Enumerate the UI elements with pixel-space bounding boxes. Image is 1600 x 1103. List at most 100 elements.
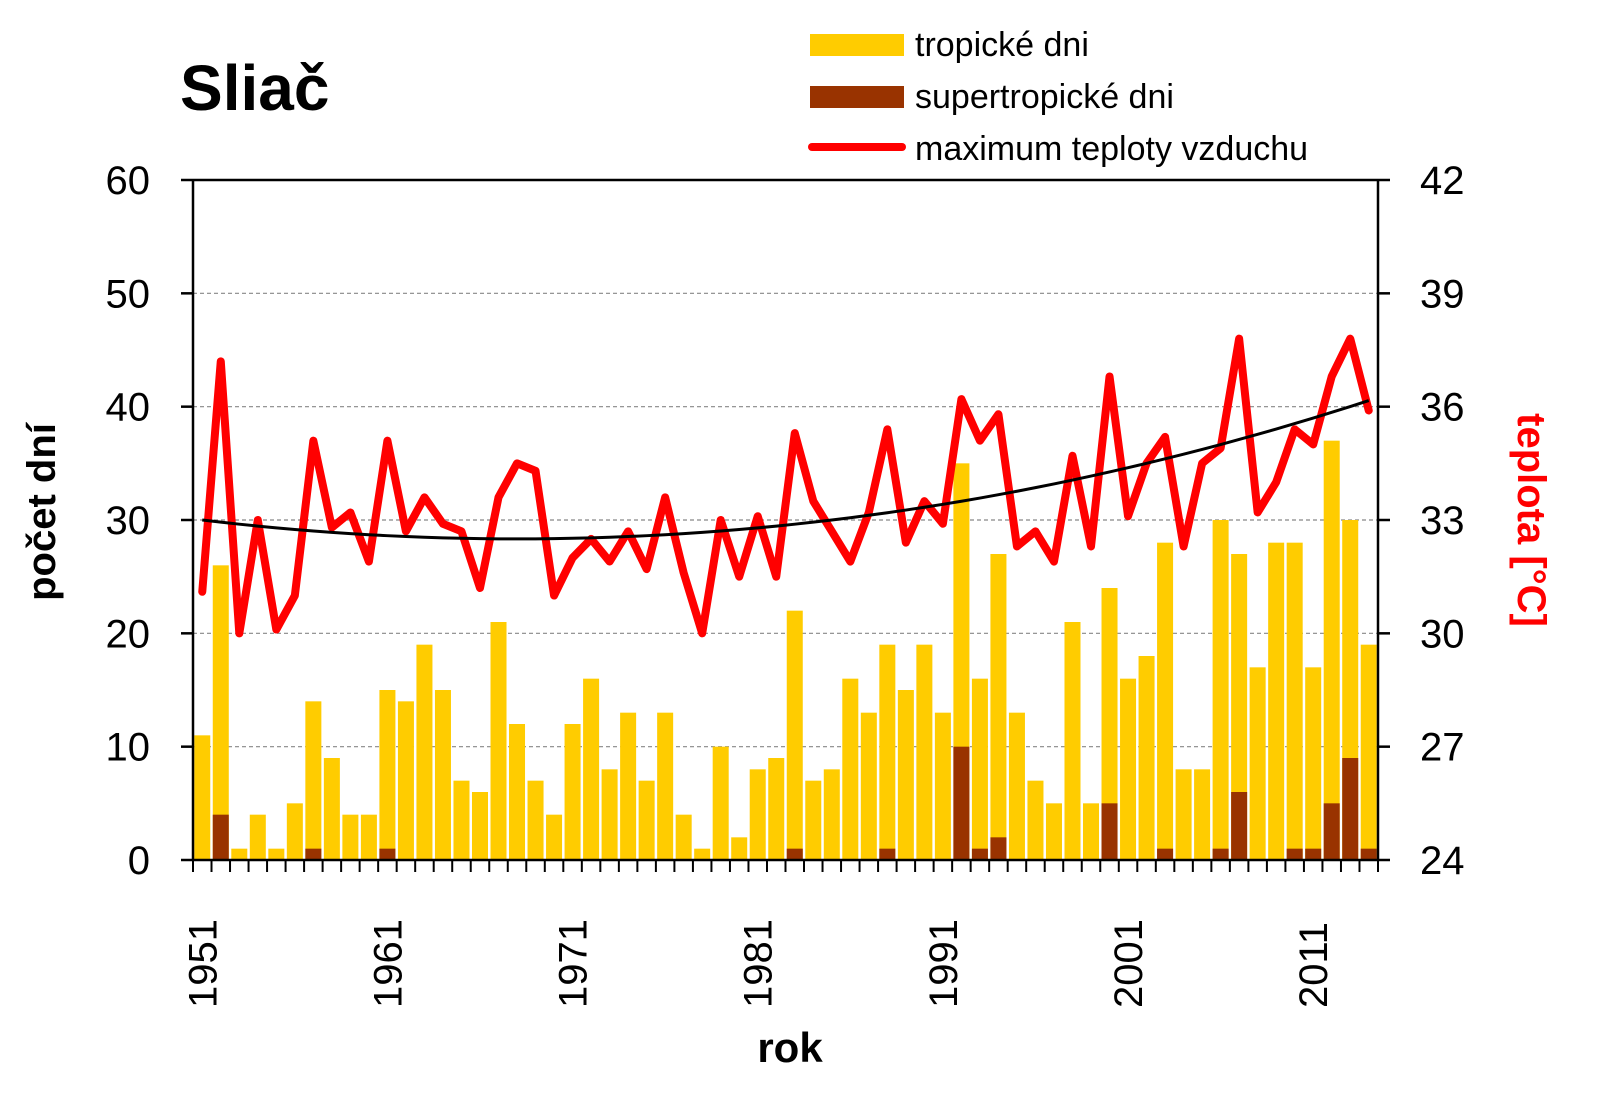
y-tick-label: 30 [106,499,151,543]
y2-tick-labels: 24 27 30 33 36 39 42 [1420,159,1465,883]
bar-tropical-2012 [1323,440,1340,860]
bar-tropical-1962 [397,701,414,860]
bar-tropical-2002 [1138,656,1155,860]
bar-supertropical-1992 [953,746,970,860]
bar-tropical-1953 [231,848,248,860]
bar-tropical-1969 [527,780,544,860]
bar-tropical-2009 [1268,542,1285,860]
bar-tropical-1956 [286,803,303,860]
bar-tropical-1989 [897,690,914,860]
bar-tropical-1980 [731,837,748,860]
bar-tropical-1951 [194,735,211,860]
bar-tropical-2006 [1212,520,1229,860]
y-tick-labels: 0 10 20 30 40 50 60 [106,159,151,883]
x-tick-label: 1951 [181,919,225,1008]
bar-tropical-1991 [934,712,951,860]
bar-supertropical-1993 [971,848,988,860]
bar-supertropical-1961 [379,848,396,860]
legend-swatch-supertropical [810,86,904,108]
y-tick-label: 60 [106,159,151,203]
y2-tick-label: 24 [1420,839,1465,883]
y2-tick-label: 36 [1420,386,1465,430]
bar-tropical-2007 [1231,554,1248,860]
legend-label-tropical: tropické dni [915,26,1089,64]
y-axis-label: počet dní [20,421,64,601]
bar-tropical-1968 [509,724,526,860]
bar-tropical-2008 [1249,667,1266,860]
y2-tick-label: 42 [1420,159,1465,203]
y-tick-label: 20 [106,612,151,656]
bar-tropical-1952 [212,565,229,860]
bar-supertropical-1994 [990,837,1007,860]
y-tick-label: 0 [128,839,150,883]
legend-label-supertropical: supertropické dni [915,78,1174,116]
bar-supertropical-2011 [1305,848,1322,860]
x-tick-label: 1971 [552,919,596,1008]
y-tick-label: 40 [106,386,151,430]
axes [181,178,1390,872]
bar-tropical-1959 [342,814,359,860]
bar-tropical-1957 [305,701,322,860]
bar-tropical-1996 [1027,780,1044,860]
bar-tropical-2001 [1120,678,1137,860]
bar-tropical-2005 [1194,769,1211,860]
bar-tropical-2003 [1157,542,1174,860]
bar-tropical-1974 [620,712,637,860]
bar-tropical-1975 [638,780,655,860]
bar-supertropical-2000 [1101,803,1118,860]
bars [194,440,1377,860]
bar-tropical-1981 [749,769,766,860]
legend: tropické dni supertropické dni maximum t… [808,26,1308,168]
bar-tropical-1999 [1083,803,1100,860]
bar-tropical-1994 [990,554,1007,860]
x-tick-label: 1961 [366,919,410,1008]
bar-tropical-1984 [805,780,822,860]
bar-tropical-2004 [1175,769,1192,860]
bar-tropical-2011 [1305,667,1322,860]
bar-tropical-1993 [971,678,988,860]
bar-tropical-1983 [786,610,803,860]
bar-tropical-1986 [842,678,859,860]
bar-supertropical-1952 [212,814,229,860]
y2-tick-label: 39 [1420,272,1465,316]
bar-tropical-1958 [323,758,340,860]
bar-supertropical-2013 [1342,758,1359,860]
lines [198,334,1373,638]
bar-tropical-1997 [1045,803,1062,860]
bar-tropical-1978 [694,848,711,860]
chart-title: Sliač [180,52,329,124]
bar-tropical-1990 [916,644,933,860]
bar-tropical-2014 [1360,644,1377,860]
trend-line [202,399,1370,541]
bar-supertropical-1983 [786,848,803,860]
bar-tropical-1979 [712,746,729,860]
y2-tick-label: 27 [1420,726,1465,770]
y-tick-label: 50 [106,272,151,316]
bar-supertropical-2010 [1286,848,1303,860]
bar-tropical-1963 [416,644,433,860]
bar-supertropical-2006 [1212,848,1229,860]
bar-tropical-1995 [1008,712,1025,860]
bar-supertropical-1988 [879,848,896,860]
bar-tropical-1970 [546,814,563,860]
bar-tropical-1982 [768,758,785,860]
y-tick-label: 10 [106,726,151,770]
bar-tropical-1987 [860,712,877,860]
bar-supertropical-2003 [1157,848,1174,860]
bar-tropical-1988 [879,644,896,860]
y2-tick-label: 33 [1420,499,1465,543]
bar-tropical-1967 [490,622,507,860]
bar-tropical-1966 [471,792,488,860]
legend-label-maxtemp: maximum teploty vzduchu [915,130,1308,168]
bar-supertropical-2012 [1323,803,1340,860]
x-tick-label: 1981 [737,919,781,1008]
x-tick-label: 1991 [922,919,966,1008]
bar-tropical-1973 [601,769,618,860]
bar-tropical-1976 [657,712,674,860]
bar-tropical-1972 [583,678,600,860]
bar-supertropical-2014 [1360,848,1377,860]
bar-supertropical-1957 [305,848,322,860]
bar-tropical-1977 [675,814,692,860]
bar-tropical-1955 [268,848,285,860]
